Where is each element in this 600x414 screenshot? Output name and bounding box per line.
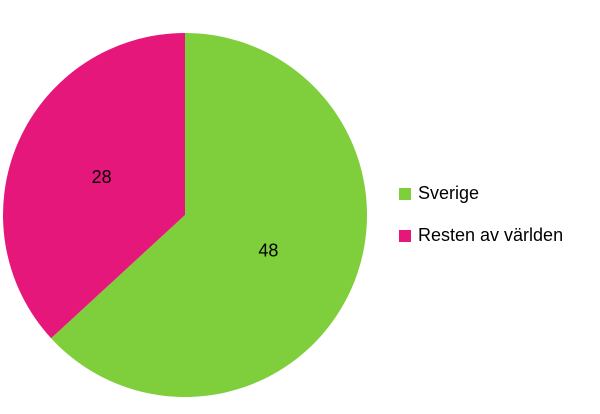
legend-label: Resten av världen — [418, 225, 563, 245]
legend-label: Sverige — [418, 183, 479, 203]
pie-slice — [2, 32, 186, 339]
data-label: 48 — [258, 240, 278, 260]
data-label: 28 — [92, 167, 112, 187]
legend-swatch — [399, 230, 411, 242]
legend-swatch — [399, 188, 411, 200]
pie-slice — [51, 33, 367, 397]
